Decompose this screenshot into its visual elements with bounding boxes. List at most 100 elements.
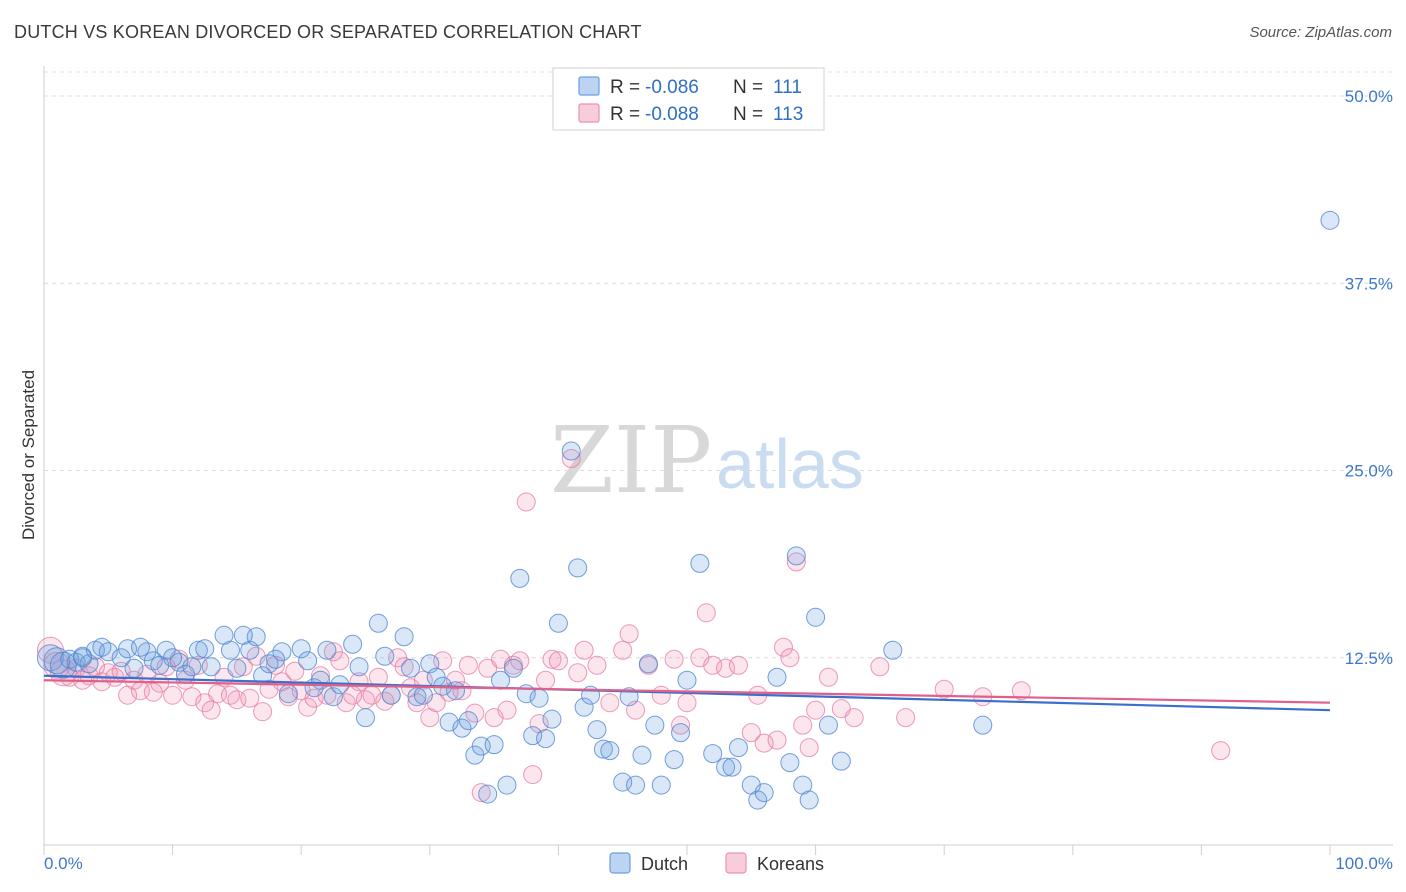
- dutch-point: [799, 790, 819, 810]
- x-tick-min: 0.0%: [44, 854, 83, 873]
- koreans-n-value: 113: [773, 104, 803, 125]
- koreans-point: [568, 663, 588, 683]
- dutch-point: [638, 654, 658, 674]
- dutch-point: [716, 757, 736, 777]
- koreans-point: [163, 685, 183, 705]
- koreans-point: [818, 667, 838, 687]
- stats-legend: R = -0.086 N = 111 R = -0.088 N = 113: [552, 67, 825, 131]
- dutch-point: [182, 657, 202, 677]
- dutch-n-value: 111: [773, 77, 802, 98]
- dutch-point: [452, 718, 472, 738]
- dutch-point: [664, 750, 684, 770]
- y-tick-label: 12.5%: [1345, 649, 1393, 668]
- koreans-point: [934, 679, 954, 699]
- dutch-point: [278, 684, 298, 704]
- dutch-point: [818, 715, 838, 735]
- koreans-point: [574, 640, 594, 660]
- koreans-point: [240, 688, 260, 708]
- dutch-point: [651, 775, 671, 795]
- koreans-point: [407, 693, 427, 713]
- koreans-point: [561, 449, 581, 469]
- dutch-point: [439, 712, 459, 732]
- dutch-point: [593, 739, 613, 759]
- dutch-point: [446, 681, 466, 701]
- dutch-point: [1320, 210, 1340, 230]
- koreans-point: [773, 637, 793, 657]
- koreans-point: [896, 708, 916, 728]
- koreans-point: [741, 723, 761, 743]
- koreans-point: [1011, 681, 1031, 701]
- dutch-point: [478, 784, 498, 804]
- dutch-point: [632, 745, 652, 765]
- dutch-point: [484, 735, 504, 755]
- koreans-point: [536, 670, 556, 690]
- koreans-point: [516, 492, 536, 512]
- chart-title: DUTCH VS KOREAN DIVORCED OR SEPARATED CO…: [14, 22, 642, 42]
- dutch-series-swatch: [609, 852, 631, 874]
- koreans-point: [587, 655, 607, 675]
- dutch-point: [510, 568, 530, 588]
- y-tick-label: 37.5%: [1345, 274, 1393, 293]
- koreans-point: [446, 670, 466, 690]
- y-tick-label: 50.0%: [1345, 87, 1393, 106]
- dutch-point: [587, 720, 607, 740]
- dutch-point: [503, 658, 523, 678]
- koreans-point: [677, 693, 697, 713]
- dutch-point: [677, 670, 697, 690]
- koreans-point: [458, 655, 478, 675]
- koreans-n-label: N =: [733, 104, 763, 125]
- dutch-point: [381, 685, 401, 705]
- koreans-r-label: R =: [610, 104, 640, 125]
- y-axis-title: Divorced or Separated: [19, 370, 38, 540]
- koreans-point: [716, 658, 736, 678]
- dutch-point: [310, 670, 330, 690]
- koreans-point: [285, 661, 305, 681]
- dutch-trend-line: [43, 674, 1331, 712]
- trend-lines: [43, 674, 1331, 712]
- dutch-point: [806, 607, 826, 627]
- dutch-point: [574, 697, 594, 717]
- koreans-point: [613, 640, 633, 660]
- koreans-point: [433, 651, 453, 671]
- koreans-point: [799, 738, 819, 758]
- dutch-point: [973, 715, 993, 735]
- axes: [43, 66, 1393, 855]
- koreans-point: [600, 693, 620, 713]
- dutch-point: [754, 783, 774, 803]
- koreans-point: [233, 657, 253, 677]
- koreans-point: [806, 700, 826, 720]
- dutch-point: [356, 708, 375, 728]
- dutch-point: [780, 753, 800, 773]
- dutch-point: [831, 751, 851, 771]
- koreans-point: [1211, 741, 1231, 761]
- koreans-point: [793, 715, 813, 735]
- koreans-point: [844, 708, 864, 728]
- y-tick-label: 25.0%: [1345, 462, 1393, 481]
- koreans-point: [703, 655, 723, 675]
- dutch-n-label: N =: [733, 77, 763, 98]
- dutch-point: [323, 687, 343, 707]
- dutch-point: [188, 640, 208, 660]
- koreans-trend-line: [43, 679, 1331, 704]
- koreans-point: [671, 715, 691, 735]
- dutch-point: [786, 546, 806, 566]
- koreans-point: [664, 649, 684, 669]
- dutch-point: [542, 709, 562, 729]
- dutch-point: [163, 648, 183, 668]
- dutch-point: [343, 634, 363, 654]
- dutch-point: [291, 639, 311, 659]
- dutch-point: [413, 685, 433, 705]
- dutch-point: [767, 667, 787, 687]
- koreans-points: [36, 449, 1231, 803]
- koreans-point: [336, 693, 356, 713]
- dutch-point: [272, 642, 292, 662]
- koreans-point: [786, 552, 806, 572]
- dutch-point: [626, 775, 646, 795]
- dutch-point: [497, 775, 517, 795]
- koreans-point: [548, 651, 568, 671]
- dutch-point: [317, 640, 337, 660]
- dutch-point: [728, 738, 748, 758]
- koreans-point: [619, 624, 639, 644]
- dutch-point: [124, 658, 144, 678]
- watermark: ZIP atlas: [550, 407, 864, 514]
